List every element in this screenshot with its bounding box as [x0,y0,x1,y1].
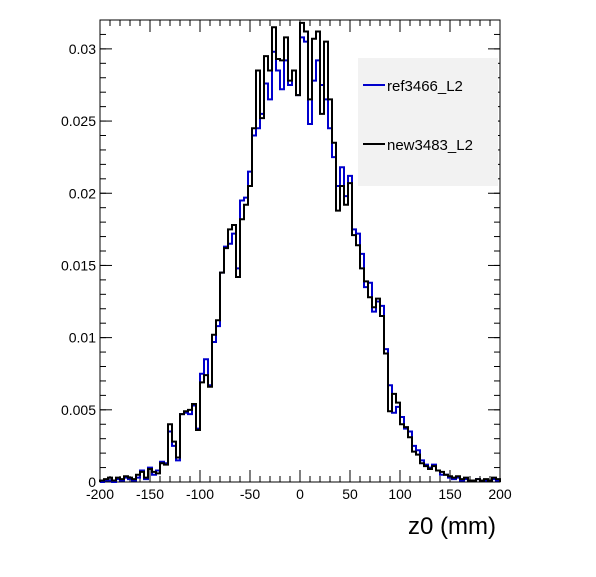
series-new3483_L2 [99,21,501,482]
y-tick-label: 0.025 [61,113,96,129]
legend-label-ref: ref3466_L2 [387,78,463,95]
y-axis-ticks: 0 0.005 0.01 0.015 0.02 0.025 0.03 [61,19,500,490]
x-tick-label: 100 [388,486,412,502]
legend-label-new: new3483_L2 [387,137,473,154]
y-tick-label: 0 [88,474,96,490]
y-tick-label: 0.015 [61,257,96,273]
legend: ref3466_L2 new3483_L2 [358,58,498,186]
series-layer [99,21,501,483]
x-tick-label: -200 [86,486,114,502]
x-tick-label: -50 [240,486,260,502]
x-tick-label: -100 [186,486,214,502]
y-tick-label: 0.02 [69,185,96,201]
x-tick-label: 50 [342,486,358,502]
x-tick-label: -150 [136,486,164,502]
y-tick-label: 0.01 [69,330,96,346]
x-tick-label: 150 [438,486,462,502]
x-axis-ticks: -200 -150 -100 -50 0 50 100 150 200 [86,20,512,502]
x-tick-label: 200 [488,486,512,502]
y-tick-label: 0.03 [69,41,96,57]
x-axis-label: z0 (mm) [408,513,496,540]
y-tick-label: 0.005 [61,402,96,418]
x-tick-label: 0 [296,486,304,502]
legend-box [358,58,498,186]
